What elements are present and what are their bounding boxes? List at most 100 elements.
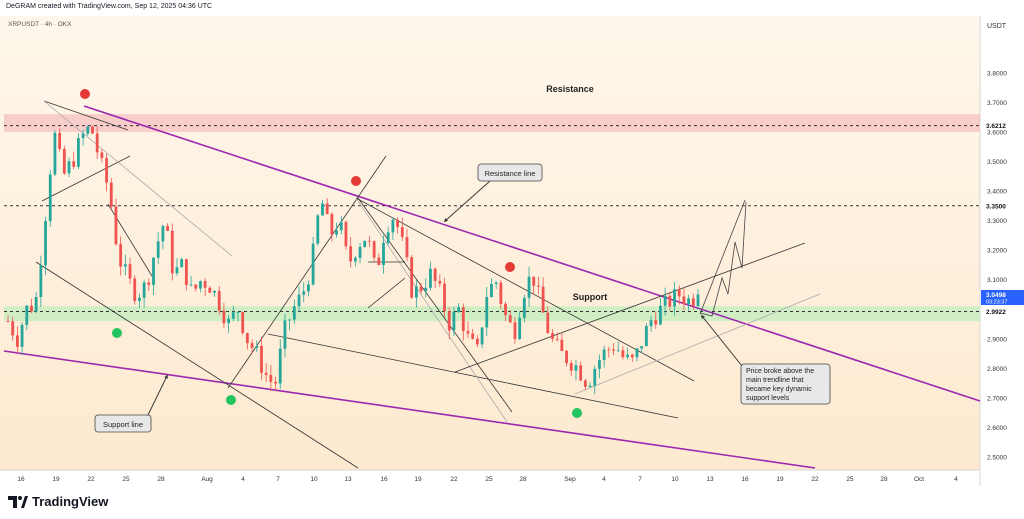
current-price-tag-countdown: 03:23:37 [986, 300, 1007, 306]
candle-body [138, 297, 141, 301]
support-zone [4, 306, 980, 322]
chart-header: DeGRAM created with TradingView.com, Sep… [0, 0, 1024, 16]
candle-body [260, 345, 263, 373]
pattern-line-12 [574, 293, 821, 395]
candle-body [410, 257, 414, 298]
resistance-line-callout [477, 163, 543, 182]
candle-body [602, 349, 606, 360]
candle-body [161, 226, 165, 242]
candle-body [696, 294, 700, 306]
candle-body [39, 265, 43, 297]
projection-path [699, 199, 746, 315]
candle-body [541, 286, 545, 313]
x-tick-label: Aug [201, 476, 213, 483]
x-tick-label: 19 [52, 476, 60, 483]
candle-body [635, 348, 639, 358]
candle-body [48, 174, 52, 222]
candle-body [128, 264, 132, 279]
footer [0, 486, 1024, 519]
candle-body [283, 320, 287, 349]
candle-body [551, 333, 554, 339]
candle-body [81, 133, 85, 139]
tradingview-logo[interactable]: TradingView [8, 494, 108, 509]
green-marker-5 [572, 408, 582, 418]
candle-body [316, 215, 320, 244]
candle-body [461, 307, 465, 332]
candle-body [673, 289, 676, 307]
y-tick-label: 3.3000 [987, 218, 1007, 225]
candle-body [321, 203, 324, 216]
candle-body [203, 281, 207, 288]
red-marker-0 [80, 89, 90, 99]
candle-body [30, 305, 33, 312]
candle-body [15, 335, 19, 347]
pattern-line-10 [355, 197, 508, 423]
candle-body [621, 350, 625, 358]
breakout-note-line: Price broke above the [746, 368, 814, 375]
x-tick-label: 4 [241, 476, 245, 483]
pattern-line-2 [41, 155, 131, 202]
candle-body [457, 307, 461, 313]
candle-body [194, 284, 198, 289]
candle-body [405, 237, 409, 258]
candle-body [241, 312, 245, 333]
candle-body [663, 295, 667, 306]
y-tick-label: 3.6000 [987, 129, 1007, 136]
candle-body [537, 285, 540, 287]
candle-body [691, 298, 695, 306]
level-price-tag-text: 3.3500 [986, 203, 1006, 210]
candle-body [180, 259, 184, 268]
candle-body [67, 161, 71, 174]
green-marker-4 [226, 395, 236, 405]
chart-area[interactable]: Resistance Support Resistance line Support … [0, 16, 1024, 486]
candle-body [574, 365, 578, 371]
price-chart[interactable]: Resistance Support Resistance line Support … [0, 16, 1024, 486]
candle-body [269, 374, 273, 382]
candle-body [105, 158, 108, 183]
candle-body [311, 243, 315, 285]
candle-body [307, 284, 310, 292]
candle-body [588, 385, 592, 387]
x-tick-label: 13 [344, 476, 352, 483]
candle-body [62, 148, 66, 174]
plot-background [0, 16, 980, 470]
candle-body [546, 312, 550, 334]
candle-body [147, 282, 151, 285]
candle-body [208, 287, 212, 293]
x-tick-label: 19 [776, 476, 784, 483]
projection-zigzag [699, 201, 747, 317]
candle-body [560, 339, 564, 352]
candle-body [123, 264, 127, 267]
y-tick-label: 2.7000 [987, 395, 1007, 402]
pattern-line-11 [454, 242, 806, 373]
candle-body [682, 296, 686, 305]
candle-body [480, 327, 484, 345]
candle-body [391, 219, 395, 233]
candle-body [494, 282, 498, 284]
candle-body [58, 132, 62, 149]
candle-body [264, 372, 268, 375]
y-tick-label: 3.1000 [987, 277, 1007, 284]
candle-body [86, 126, 90, 134]
resistance-line-label: Resistance line [485, 169, 536, 178]
candle-body [414, 286, 418, 298]
support-title: Support [573, 292, 608, 302]
green-marker-3 [112, 328, 122, 338]
symbol-label: XRPUSDT · 4h · OKX [8, 21, 72, 28]
candle-body [255, 345, 259, 348]
candle-body [377, 257, 381, 266]
candle-body [429, 268, 432, 288]
y-tick-label: 3.4000 [987, 189, 1007, 196]
candle-body [213, 290, 216, 293]
candle-body [400, 227, 404, 238]
candle-body [11, 321, 15, 336]
resistance-price-tag-text: 3.6212 [986, 123, 1006, 130]
main-support-trendline [3, 350, 816, 469]
candle-body [508, 315, 512, 323]
candle-body [579, 365, 583, 381]
resistance-price-tag [981, 121, 1024, 131]
candle-body [527, 276, 531, 298]
pattern-line-3 [43, 100, 233, 257]
x-tick-label: 16 [741, 476, 749, 483]
candle-body [396, 219, 399, 228]
